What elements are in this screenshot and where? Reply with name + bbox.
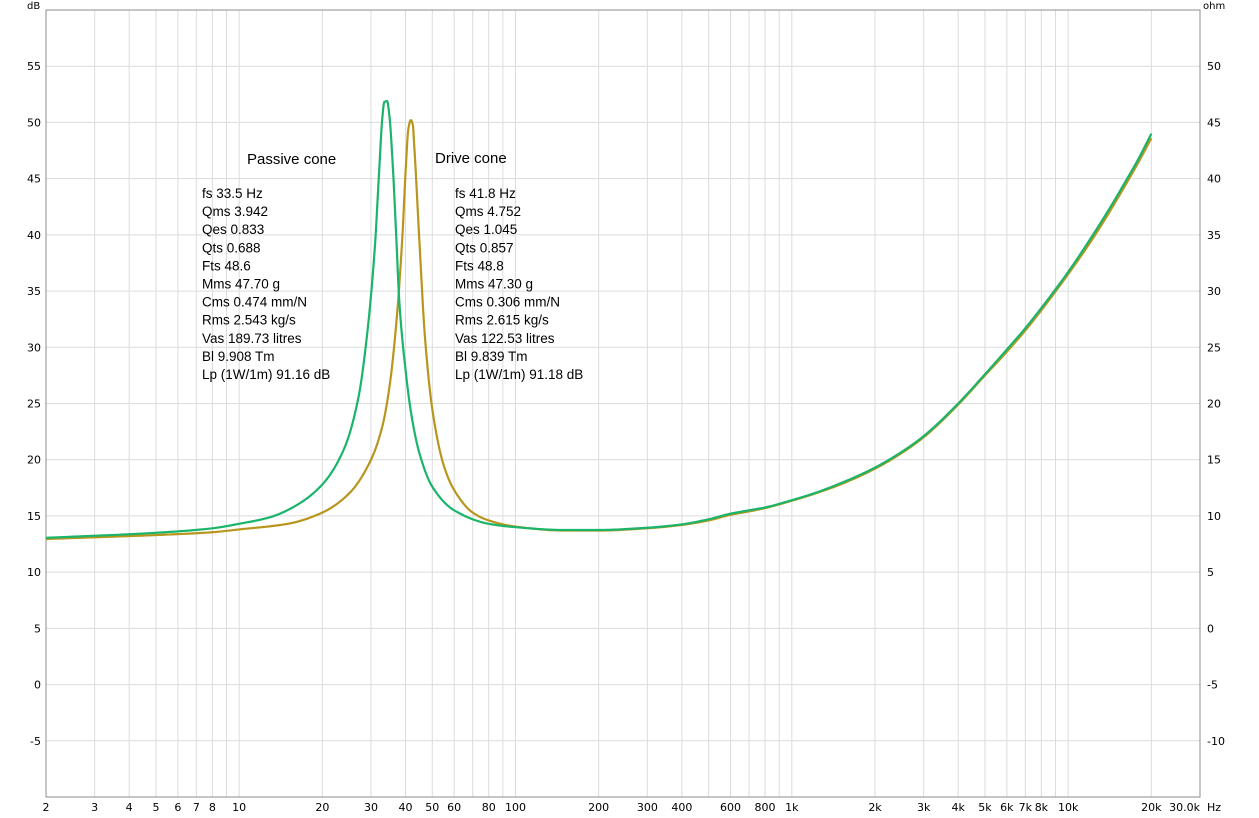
drive-cone-title: Drive cone bbox=[435, 150, 507, 167]
series-layer bbox=[45, 99, 1153, 541]
x-tick-label: 7 bbox=[193, 801, 200, 814]
param-line: Rms 2.543 kg/s bbox=[202, 313, 296, 328]
x-tick-label: 4k bbox=[952, 801, 966, 814]
param-line: Vas 189.73 litres bbox=[202, 331, 302, 346]
x-tick-label: 20k bbox=[1141, 801, 1162, 814]
drive-cone-params: fs 41.8 Hz Qms 4.752 Qes 1.045 Qts 0.857 Fts… bbox=[455, 186, 583, 382]
passive-cone-annotation: Passive cone fs 33.5 Hz Qms 3.942 Qes 0.83… bbox=[202, 151, 336, 382]
param-line: Fts 48.8 bbox=[455, 258, 504, 273]
x-tick-label: 60 bbox=[447, 801, 461, 814]
param-line: Mms 47.70 g bbox=[202, 277, 280, 292]
x-tick-label: 3k bbox=[917, 801, 931, 814]
right-tick-label: 50 bbox=[1207, 60, 1221, 73]
x-tick-label: 1k bbox=[785, 801, 799, 814]
x-tick-label: 5k bbox=[978, 801, 992, 814]
x-tick-label: 30.0k bbox=[1169, 801, 1200, 814]
grid bbox=[46, 10, 1200, 797]
x-tick-label: 7k bbox=[1019, 801, 1033, 814]
x-tick-label: 400 bbox=[671, 801, 692, 814]
left-tick-label: 25 bbox=[27, 398, 41, 411]
x-tick-label: 5 bbox=[152, 801, 159, 814]
param-line: Bl 9.839 Tm bbox=[455, 349, 528, 364]
left-tick-label: 20 bbox=[27, 454, 41, 467]
left-tick-label: 40 bbox=[27, 229, 41, 242]
x-axis-unit: Hz bbox=[1207, 801, 1221, 814]
right-tick-label: 5 bbox=[1207, 566, 1214, 579]
x-tick-label: 100 bbox=[505, 801, 526, 814]
right-tick-label: 10 bbox=[1207, 510, 1221, 523]
x-tick-label: 20 bbox=[315, 801, 329, 814]
param-line: Qts 0.857 bbox=[455, 240, 514, 255]
plot-frame bbox=[45, 9, 1201, 798]
left-tick-label: 45 bbox=[27, 173, 41, 186]
left-tick-label: 35 bbox=[27, 285, 41, 298]
right-tick-label: 0 bbox=[1207, 622, 1214, 635]
param-line: Vas 122.53 litres bbox=[455, 331, 555, 346]
param-line: Cms 0.306 mm/N bbox=[455, 295, 560, 310]
right-axis-unit: ohm bbox=[1203, 1, 1225, 12]
param-line: Lp (1W/1m) 91.16 dB bbox=[202, 367, 330, 382]
x-tick-label: 6 bbox=[174, 801, 181, 814]
x-tick-label: 2k bbox=[868, 801, 882, 814]
right-tick-label: 35 bbox=[1207, 229, 1221, 242]
right-tick-label: 15 bbox=[1207, 454, 1221, 467]
left-tick-label: 0 bbox=[34, 679, 41, 692]
passive-cone-title: Passive cone bbox=[247, 151, 336, 168]
x-tick-label: 3 bbox=[91, 801, 98, 814]
left-tick-label: -5 bbox=[30, 735, 41, 748]
x-tick-label: 10 bbox=[232, 801, 246, 814]
drive-cone-annotation: Drive cone fs 41.8 Hz Qms 4.752 Qes 1.045 Q… bbox=[435, 150, 583, 382]
param-line: Fts 48.6 bbox=[202, 258, 251, 273]
right-tick-label: 20 bbox=[1207, 398, 1221, 411]
right-tick-label: -5 bbox=[1207, 679, 1218, 692]
x-tick-label: 4 bbox=[126, 801, 133, 814]
param-line: fs 33.5 Hz bbox=[202, 186, 263, 201]
right-tick-label: 40 bbox=[1207, 173, 1221, 186]
param-line: Mms 47.30 g bbox=[455, 277, 533, 292]
x-tick-label: 30 bbox=[364, 801, 378, 814]
x-tick-label: 600 bbox=[720, 801, 741, 814]
param-line: Rms 2.615 kg/s bbox=[455, 313, 549, 328]
x-tick-label: 800 bbox=[755, 801, 776, 814]
left-tick-label: 10 bbox=[27, 566, 41, 579]
param-line: Qes 1.045 bbox=[455, 222, 517, 237]
x-axis: 2 3 4 5 6 7 8 10 20 30 40 50 60 80 100 200 300 400 600 800 1… bbox=[43, 801, 1201, 814]
right-tick-label: 25 bbox=[1207, 341, 1221, 354]
right-tick-label: 45 bbox=[1207, 116, 1221, 129]
right-tick-label: 30 bbox=[1207, 285, 1221, 298]
left-tick-label: 5 bbox=[34, 622, 41, 635]
param-line: Qms 3.942 bbox=[202, 204, 268, 219]
param-line: Qms 4.752 bbox=[455, 204, 521, 219]
passive-cone-curve bbox=[45, 99, 1153, 539]
x-tick-label: 8 bbox=[209, 801, 216, 814]
param-line: Lp (1W/1m) 91.18 dB bbox=[455, 367, 583, 382]
param-line: Bl 9.908 Tm bbox=[202, 349, 275, 364]
param-line: fs 41.8 Hz bbox=[455, 186, 516, 201]
param-line: Qes 0.833 bbox=[202, 222, 264, 237]
param-line: Cms 0.474 mm/N bbox=[202, 295, 307, 310]
right-tick-label: -10 bbox=[1207, 735, 1225, 748]
x-tick-label: 2 bbox=[43, 801, 50, 814]
x-tick-label: 40 bbox=[399, 801, 413, 814]
x-tick-label: 10k bbox=[1058, 801, 1079, 814]
x-tick-label: 80 bbox=[482, 801, 496, 814]
left-tick-label: 55 bbox=[27, 60, 41, 73]
x-tick-label: 50 bbox=[425, 801, 439, 814]
left-tick-label: 50 bbox=[27, 116, 41, 129]
x-tick-label: 6k bbox=[1000, 801, 1014, 814]
param-line: Qts 0.688 bbox=[202, 240, 261, 255]
x-tick-label: 200 bbox=[588, 801, 609, 814]
x-tick-label: 8k bbox=[1035, 801, 1049, 814]
left-tick-label: 15 bbox=[27, 510, 41, 523]
left-tick-label: 30 bbox=[27, 341, 41, 354]
x-tick-label: 300 bbox=[637, 801, 658, 814]
left-axis-unit: dB bbox=[27, 1, 40, 12]
passive-cone-params: fs 33.5 Hz Qms 3.942 Qes 0.833 Qts 0.688 Fts… bbox=[202, 186, 330, 382]
